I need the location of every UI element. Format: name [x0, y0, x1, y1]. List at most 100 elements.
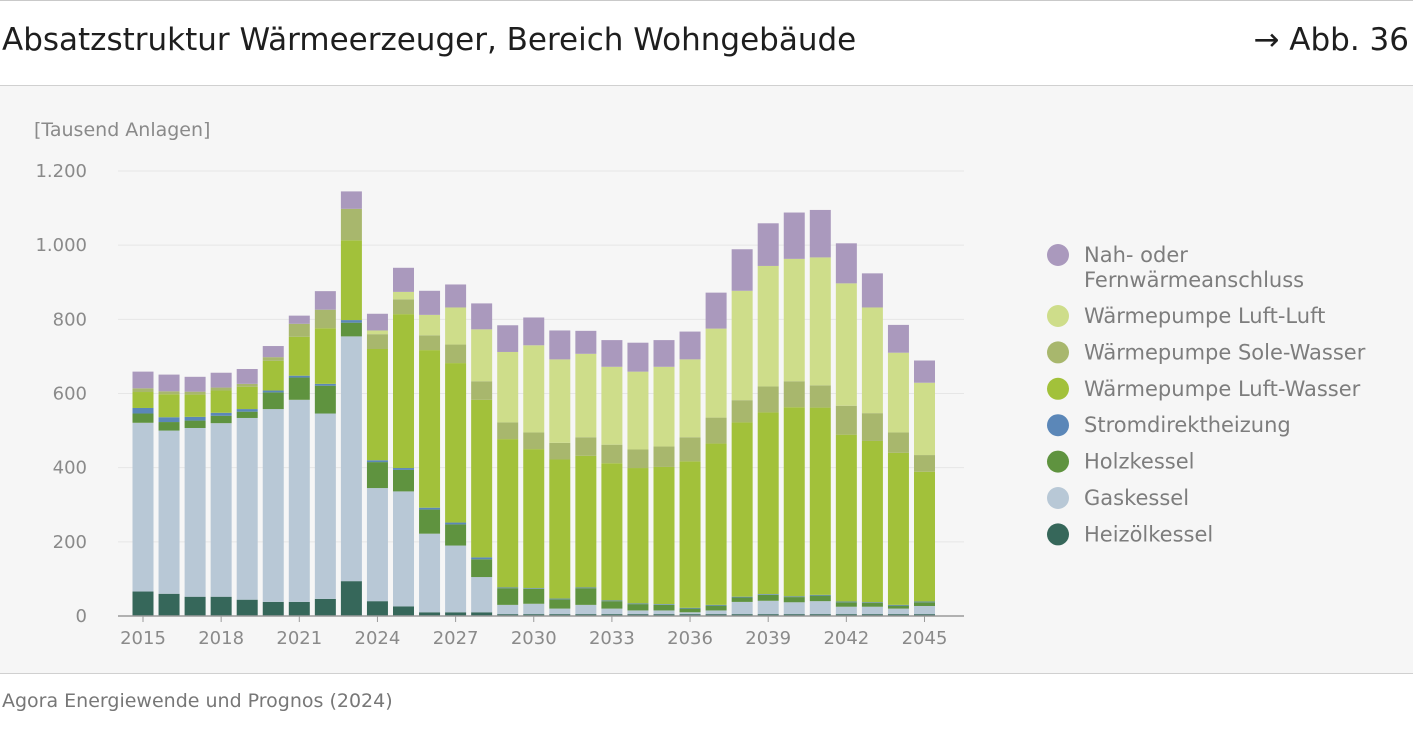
- bar-segment: [158, 593, 180, 616]
- bar-segment: [914, 382, 935, 456]
- bar-segment: [757, 265, 779, 387]
- bar-segment: [601, 444, 623, 464]
- bar-segment: [210, 415, 232, 424]
- bar-segment: [158, 394, 180, 418]
- bar-segment: [679, 612, 701, 615]
- bar-segment: [679, 608, 701, 613]
- bar-segment: [757, 594, 779, 601]
- bar-segment: [861, 273, 883, 308]
- bar-segment: [158, 422, 180, 431]
- bar-segment: [835, 283, 857, 406]
- bar-segment: [627, 449, 649, 469]
- bar-segment: [236, 599, 258, 616]
- bar-segment: [158, 374, 180, 392]
- bar-segment: [340, 322, 362, 337]
- bar-segment: [210, 372, 232, 388]
- bar-segment: [653, 466, 675, 605]
- bar-segment: [887, 614, 909, 616]
- bar-segment: [471, 612, 493, 616]
- bar-segment: [314, 309, 336, 329]
- bar-segment: [757, 600, 779, 615]
- bar-segment: [366, 488, 388, 602]
- bar-segment: [340, 208, 362, 241]
- bar-segment: [236, 383, 258, 387]
- bar-segment: [419, 335, 441, 351]
- bar-segment: [809, 594, 831, 596]
- x-tick-label: 2042: [823, 628, 869, 649]
- x-tick-label: 2030: [511, 628, 557, 649]
- bar-segment: [914, 455, 935, 472]
- bar-segment: [653, 446, 675, 467]
- bar-segment: [549, 599, 571, 609]
- legend-label: Holzkessel: [1084, 450, 1194, 474]
- bar-segment: [262, 392, 284, 410]
- bar-segment: [497, 588, 519, 605]
- bar-segment: [288, 375, 310, 378]
- legend-label: Wärmepumpe Sole-Wasser: [1084, 340, 1366, 364]
- bar-segment: [653, 614, 675, 616]
- x-tick-label: 2015: [120, 628, 166, 649]
- bar-segment: [236, 369, 258, 384]
- bar-segment: [471, 559, 493, 578]
- bar-segment: [653, 366, 675, 447]
- bar-segment: [887, 432, 909, 453]
- bar-segment: [523, 588, 545, 589]
- legend-label: Gaskessel: [1084, 486, 1189, 510]
- bar-segment: [731, 400, 753, 423]
- legend-label: Nah- oder: [1084, 243, 1188, 267]
- bar-segment: [132, 371, 154, 389]
- bar-segment: [184, 376, 206, 392]
- bar-segment: [627, 610, 649, 615]
- bar-segment: [914, 360, 935, 383]
- bar-segment: [705, 328, 727, 418]
- bar-segment: [262, 409, 284, 602]
- bar-segment: [783, 258, 805, 382]
- bar-segment: [210, 390, 232, 413]
- bar-segment: [236, 386, 258, 410]
- bar-segment: [132, 413, 154, 423]
- bar-segment: [809, 257, 831, 386]
- x-tick-label: 2033: [589, 628, 635, 649]
- legend-item: Wärmepumpe Luft-Wasser: [1047, 377, 1361, 401]
- bar-segment: [861, 413, 883, 441]
- x-tick-label: 2045: [902, 628, 948, 649]
- bar-segment: [731, 290, 753, 401]
- bar-segment: [366, 460, 388, 463]
- legend-item: Holzkessel: [1047, 450, 1194, 474]
- bar-segment: [366, 313, 388, 331]
- bar-segment: [497, 587, 519, 589]
- bar-segment: [419, 290, 441, 315]
- bar-segment: [809, 595, 831, 602]
- legend-label: Heizölkessel: [1084, 522, 1213, 546]
- bar-segment: [184, 391, 206, 395]
- bar-segment: [262, 601, 284, 616]
- bar-segment: [757, 386, 779, 413]
- bar-segment: [627, 614, 649, 616]
- legend-item: Stromdirektheizung: [1047, 413, 1291, 437]
- x-tick-label: 2024: [355, 628, 401, 649]
- bar-segment: [184, 416, 206, 421]
- bar-segment: [262, 390, 284, 393]
- bar-segment: [731, 614, 753, 616]
- bar-segment: [132, 388, 154, 393]
- bar-segment: [861, 307, 883, 414]
- bar-segment: [627, 342, 649, 372]
- bar-segment: [523, 603, 545, 615]
- chart-title: Absatzstruktur Wärmeerzeuger, Bereich Wo…: [2, 22, 857, 58]
- bar-segment: [575, 437, 597, 456]
- legend-item: Wärmepumpe Sole-Wasser: [1047, 340, 1366, 364]
- bar-segment: [601, 601, 623, 609]
- legend-label: Wärmepumpe Luft-Luft: [1084, 304, 1325, 328]
- bar-segment: [705, 605, 727, 611]
- bar-segment: [445, 307, 467, 345]
- bar-segment: [523, 317, 545, 346]
- bar-segment: [679, 607, 701, 609]
- bar-segment: [314, 413, 336, 599]
- bar-segment: [314, 383, 336, 386]
- legend-label: Stromdirektheizung: [1084, 413, 1291, 437]
- bar-segment: [366, 330, 388, 335]
- bar-segment: [835, 434, 857, 602]
- figure-reference-link[interactable]: → Abb. 36: [1253, 22, 1409, 58]
- x-tick-label: 2039: [745, 628, 791, 649]
- bar-segment: [210, 596, 232, 616]
